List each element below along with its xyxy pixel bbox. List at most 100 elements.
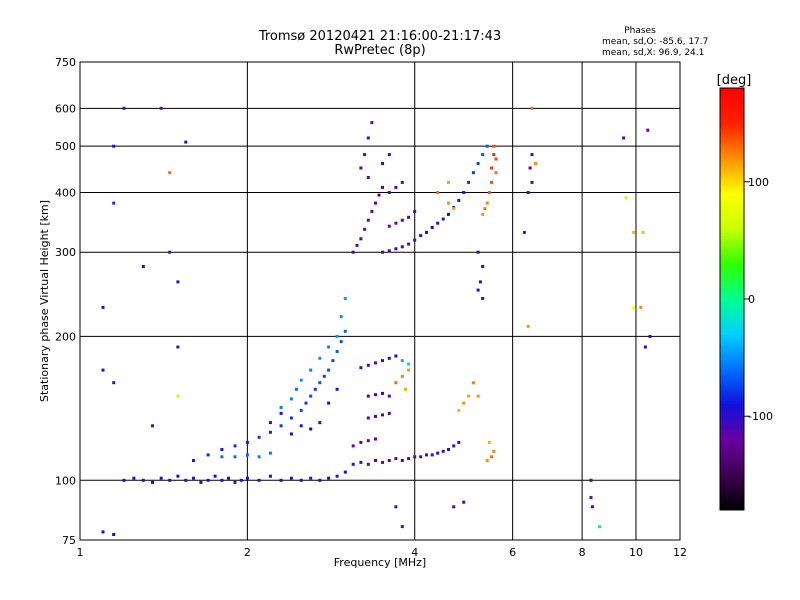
data-point (485, 459, 489, 462)
x-tick-label: 1 (77, 546, 84, 559)
data-point (268, 474, 272, 478)
data-point (309, 427, 313, 431)
data-point (476, 250, 480, 254)
colorbar-tick-label: -100 (748, 410, 773, 423)
data-point (366, 416, 370, 420)
data-point (359, 460, 363, 464)
data-point (400, 374, 404, 378)
data-point (359, 440, 363, 444)
data-point (318, 381, 322, 385)
data-point (387, 224, 391, 228)
stats-line-x: mean, sd,X: 96.9, 24.1 (602, 48, 704, 58)
data-point (233, 480, 237, 484)
data-point (279, 478, 283, 482)
data-point (370, 121, 374, 125)
data-point (335, 387, 339, 391)
data-point (462, 401, 466, 405)
data-point (206, 478, 210, 482)
data-point (381, 413, 384, 417)
data-point (335, 350, 339, 353)
data-point (381, 162, 384, 165)
data-point (394, 457, 398, 461)
data-point (370, 210, 374, 213)
data-point (206, 453, 210, 457)
data-point (494, 157, 498, 161)
stats-block: Phases mean, sd,O: -85.6, 17.7 mean, sd,… (602, 26, 708, 58)
y-tick-label: 300 (55, 246, 76, 259)
data-point (374, 459, 377, 462)
data-point (366, 176, 370, 179)
data-point (366, 439, 370, 443)
data-point (366, 136, 370, 140)
data-point (359, 166, 363, 170)
data-point (227, 476, 230, 480)
data-point (476, 394, 480, 398)
data-point (526, 324, 530, 328)
data-point (112, 533, 116, 536)
data-point (387, 356, 391, 360)
data-point (374, 361, 377, 365)
data-point (483, 207, 487, 211)
data-point (394, 247, 398, 251)
data-point (318, 356, 322, 360)
data-point (268, 430, 272, 434)
data-point (101, 368, 105, 372)
data-point (394, 221, 398, 225)
data-point (492, 153, 496, 157)
data-point (366, 363, 370, 367)
data-points (101, 106, 652, 536)
data-point (404, 387, 407, 391)
data-point (622, 136, 626, 140)
x-axis-label: Frequency [MHz] (334, 556, 426, 569)
data-point (394, 381, 398, 385)
data-point (343, 297, 347, 300)
data-point (359, 237, 363, 241)
data-point (327, 401, 331, 405)
colorbar-unit: [deg] (717, 73, 752, 88)
y-tick-label: 400 (55, 186, 76, 199)
data-point (381, 250, 384, 254)
data-point (534, 162, 538, 165)
data-point (374, 437, 377, 441)
data-point (299, 378, 303, 382)
data-point (643, 345, 647, 349)
data-point (141, 478, 145, 482)
colorbar: [deg] 100 0 -100 (717, 73, 773, 511)
data-point (335, 474, 339, 478)
data-point (436, 451, 440, 455)
data-point (309, 394, 313, 398)
data-point (478, 280, 482, 284)
data-point (213, 474, 217, 478)
data-point (457, 408, 461, 412)
data-point (318, 421, 322, 425)
data-point (598, 525, 602, 529)
x-tick-label: 4 (411, 546, 418, 559)
data-point (245, 476, 249, 480)
data-point (257, 435, 261, 439)
data-point (381, 391, 384, 395)
grid-lines (80, 62, 680, 540)
data-point (327, 368, 331, 372)
data-point (407, 457, 411, 461)
data-point (101, 530, 105, 534)
data-point (168, 250, 172, 254)
x-tick-label: 8 (579, 546, 586, 559)
data-point (648, 334, 652, 338)
data-point (471, 381, 475, 385)
data-point (419, 455, 423, 459)
data-point (363, 227, 367, 231)
data-point (245, 453, 249, 457)
colorbar-tick-label: 100 (748, 176, 769, 189)
data-point (351, 444, 355, 448)
data-point (447, 180, 450, 184)
data-point (471, 171, 475, 175)
data-point (441, 217, 445, 221)
data-point (289, 397, 293, 401)
data-point (590, 505, 594, 509)
data-point (457, 440, 461, 444)
data-point (530, 180, 534, 184)
data-point (400, 245, 404, 249)
data-point (122, 106, 126, 110)
data-point (313, 387, 317, 391)
data-point (632, 230, 636, 234)
